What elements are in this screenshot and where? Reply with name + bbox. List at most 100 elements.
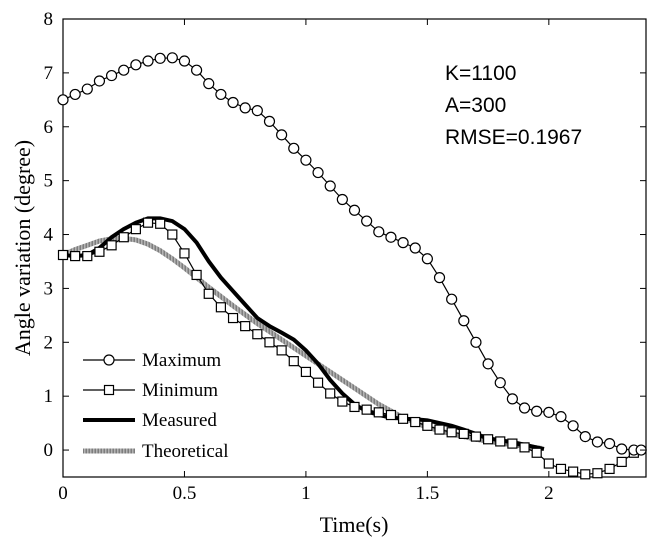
x-tick-label: 0.5 [173,483,197,504]
minimum-point [483,434,494,445]
maximum-point [397,237,409,249]
maximum-point [118,64,130,76]
minimum-point [446,427,457,438]
minimum-point [155,218,166,229]
minimum-point [385,409,397,421]
legend-label: Measured [142,410,217,431]
minimum-point [179,248,190,259]
maximum-point [81,83,93,95]
maximum-point [458,315,470,327]
maximum-point [506,393,518,405]
maximum-point [178,55,191,67]
y-axis-title: Angle variation (degree) [10,140,35,356]
legend: Maximum Minimum Measured Theoretical [83,350,229,462]
maximum-point [348,204,361,216]
maximum-point [57,94,69,106]
y-tick-label: 4 [44,225,54,246]
maximum-point [215,88,227,101]
maximum-point [494,377,506,389]
minimum-point [325,388,336,399]
minimum-point [57,249,69,261]
minimum-point [422,420,433,431]
minimum-point [604,463,615,475]
minimum-point [592,468,603,479]
y-tick-label: 8 [44,9,54,30]
minimum-point [568,466,579,477]
minimum-point [543,458,554,469]
x-tick-label: 1 [301,483,311,504]
minimum-point [495,436,506,447]
minimum-point [130,224,141,235]
maximum-point [227,96,239,109]
maximum-point [191,64,203,76]
y-tick-label: 3 [44,278,54,299]
minimum-point [349,401,360,413]
maximum-point [555,411,567,423]
maximum-point [421,253,433,265]
minimum-point [240,321,251,332]
ticks-layer: 0 0.5 1 1.5 2 0 1 2 3 4 5 6 7 8 [44,9,646,504]
minimum-point [227,312,239,324]
y-tick-label: 1 [44,386,54,407]
maximum-point [276,129,288,141]
minimum-point [203,288,214,299]
maximum-point [361,215,373,227]
minimum-point [410,416,421,428]
maximum-point [300,154,312,166]
y-tick-label: 5 [44,171,54,192]
minimum-point [276,345,287,356]
maximum-point [93,75,106,87]
y-tick-label: 7 [44,63,54,84]
maximum-point [288,142,300,154]
x-tick-label: 2 [544,483,554,504]
minimum-point [167,229,178,240]
legend-label: Maximum [142,350,221,371]
maximum-point [531,405,543,417]
minimum-point [361,404,372,415]
x-axis-title: Time(s) [320,512,389,537]
maximum-point [482,358,494,370]
minimum-point [142,217,154,228]
maximum-point [373,226,385,238]
legend-item-measured: Measured [83,410,217,431]
minimum-point [288,356,299,367]
maximum-point [142,55,154,67]
maximum-point [543,406,555,418]
maximum-point [263,115,276,127]
maximum-point [130,59,142,71]
legend-item-maximum: Maximum [83,350,221,371]
maximum-point [616,443,628,455]
minimum-point [82,250,93,262]
minimum-point [215,302,226,313]
minimum-point [300,366,312,378]
minimum-point [555,463,567,475]
minimum-point [580,469,591,480]
minimum-point [106,240,117,251]
minimum-point [191,269,202,281]
maximum-point [518,402,531,414]
legend-item-theoretical: Theoretical [83,441,229,462]
minimum-point [531,447,542,458]
minimum-point [616,456,627,468]
annotation-block: K=1100 A=300 RMSE=0.1967 [445,62,582,149]
minimum-point [264,337,275,348]
maximum-point [336,193,348,206]
maximum-point [603,437,616,450]
minimum-point [434,424,445,435]
minimum-point [312,377,324,388]
maximum-point [239,102,251,114]
minimum-point [519,442,530,453]
minimum-point [458,428,469,439]
y-tick-label: 0 [44,440,54,461]
maximum-point [591,436,604,448]
maximum-point [433,272,446,284]
maximum-point [251,104,263,117]
legend-label: Minimum [142,380,218,401]
maximum-point [567,420,579,432]
annotation-rmse: RMSE=0.1967 [445,126,582,149]
minimum-point [373,407,384,418]
maximum-point [409,242,421,254]
maximum-point [203,78,215,90]
x-tick-label: 1.5 [416,483,440,504]
minimum-point [118,232,129,243]
